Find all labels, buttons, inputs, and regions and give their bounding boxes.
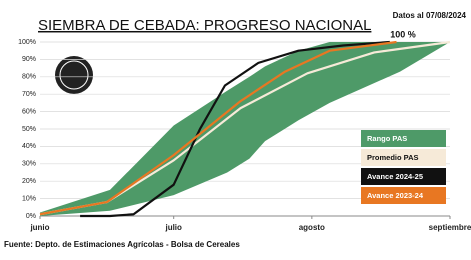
- subtitle: Datos al 07/08/2024: [393, 11, 467, 20]
- y-tick-label: 0%: [26, 213, 36, 220]
- chart-title: SIEMBRA DE CEBADA: PROGRESO NACIONAL: [38, 17, 371, 34]
- series-line: [80, 40, 390, 218]
- range-band: [40, 42, 450, 216]
- legend-swatch: [361, 130, 446, 147]
- logo-circle: [55, 56, 93, 94]
- series-line: [39, 40, 397, 216]
- y-tick-label: 20%: [22, 178, 36, 185]
- legend-label: Avance 2024-25: [367, 172, 423, 181]
- y-tick-label: 100%: [18, 39, 36, 46]
- legend-swatch: [361, 149, 446, 166]
- annotation: 100 %: [390, 29, 416, 39]
- legend-label: Promedio PAS: [367, 153, 419, 162]
- source: Fuente: Depto. de Estimaciones Agrícolas…: [4, 240, 240, 249]
- x-tick-label: agosto: [299, 223, 325, 232]
- y-tick-label: 80%: [22, 74, 36, 81]
- y-tick-label: 60%: [22, 108, 36, 115]
- y-tick-label: 90%: [22, 56, 36, 63]
- legend-label: Rango PAS: [367, 134, 407, 143]
- legend-swatch: [361, 168, 446, 185]
- y-tick-label: 70%: [22, 91, 36, 98]
- y-tick-label: 30%: [22, 161, 36, 168]
- legend-swatch: [361, 187, 446, 204]
- logo-ring: [59, 60, 89, 90]
- plot: 0% 10% 20% 30% 40% 50% 60% 70% 80% 90% 100% junio ju…: [18, 29, 471, 232]
- y-tick-label: 40%: [22, 143, 36, 150]
- legend-label: Avance 2023-24: [367, 191, 424, 200]
- x-tick-label: julio: [164, 223, 182, 232]
- logo: [55, 56, 93, 94]
- y-tick-label: 10%: [22, 195, 36, 202]
- x-tick-label: junio: [29, 223, 49, 232]
- y-tick-label: 50%: [22, 126, 36, 133]
- x-tick-label: septiembre: [429, 223, 471, 232]
